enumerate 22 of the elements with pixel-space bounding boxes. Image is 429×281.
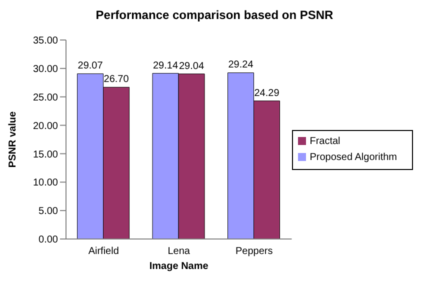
data-label: 26.70	[104, 74, 130, 86]
data-label: 24.29	[254, 88, 280, 99]
x-tick-label: Airfield	[88, 246, 119, 258]
x-axis-title: Image Name	[149, 261, 209, 272]
data-label: 29.14	[153, 60, 178, 72]
y-tick-label: 35.00	[32, 36, 58, 47]
data-label: 29.04	[179, 60, 204, 72]
y-tick-label: 5.00	[38, 206, 58, 218]
x-tick-label: Lena	[168, 246, 190, 258]
data-label: 29.24	[228, 60, 254, 71]
y-tick-label: 10.00	[32, 178, 58, 189]
chart-title: Performance comparison based on PSNR	[94, 8, 334, 24]
y-axis-title: PSNR value	[8, 111, 19, 168]
y-tick-label: 25.00	[32, 92, 58, 104]
legend-label: Proposed Algorithm	[310, 152, 397, 162]
legend-label: Fractal	[310, 136, 340, 146]
y-tick-label: 15.00	[32, 149, 58, 160]
y-tick-label: 0.00	[38, 234, 58, 246]
data-label: 29.07	[78, 60, 104, 72]
y-tick-label: 20.00	[32, 120, 58, 132]
y-tick-label: 30.00	[32, 64, 58, 75]
x-tick-label: Peppers	[235, 246, 273, 258]
